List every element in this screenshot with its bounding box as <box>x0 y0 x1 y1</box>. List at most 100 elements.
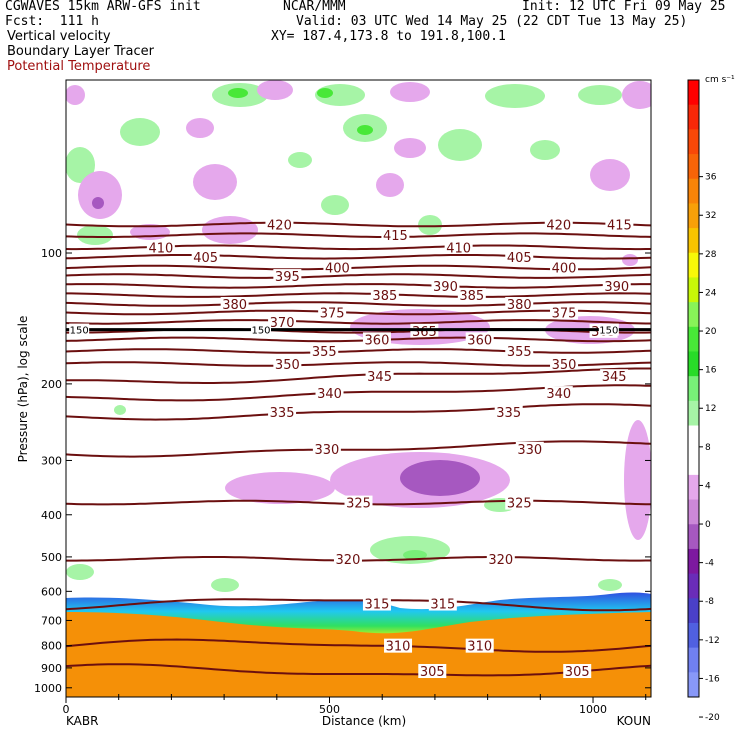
colorbar-tick-label: 4 <box>705 481 711 491</box>
isentrope-label: 375 <box>320 306 345 321</box>
downdraft-region <box>66 85 85 105</box>
colorbar-tick-label: 32 <box>705 211 716 221</box>
isentrope-label: 395 <box>275 270 300 285</box>
isentrope-line <box>66 440 651 458</box>
x-tick-label: 500 <box>319 703 340 716</box>
field-label-vertical-velocity: Vertical velocity <box>7 29 111 44</box>
isentrope-label-bg <box>550 305 579 320</box>
downdraft-region <box>186 118 214 138</box>
isentrope-line <box>66 232 651 238</box>
isentrope-label-bg <box>563 664 592 679</box>
colorbar-swatch <box>688 351 699 377</box>
isentrope-label: 420 <box>546 219 571 234</box>
isentrope-label: 350 <box>275 358 300 373</box>
isentrope-line <box>66 348 651 354</box>
isentrope-label-bg <box>333 551 362 566</box>
isentrope-label: 345 <box>367 370 392 385</box>
y-tick-label: 500 <box>41 551 62 564</box>
field-label-boundary-layer-tracer: Boundary Layer Tracer <box>7 44 154 59</box>
updraft-region <box>288 152 312 168</box>
isentrope-label-bg <box>505 297 534 312</box>
isentrope-line <box>66 254 651 260</box>
isentrope-label: 320 <box>488 553 513 568</box>
colorbar-unit: cm s⁻¹ <box>705 75 735 85</box>
isentrope-label: 340 <box>546 387 571 402</box>
isentrope-label-bg <box>273 269 302 284</box>
updraft-region <box>485 84 545 108</box>
isentrope-label: 400 <box>325 262 350 277</box>
isentrope-label-bg <box>362 332 391 347</box>
y-tick-label: 900 <box>41 662 62 675</box>
tropopause-label-bg <box>598 323 619 336</box>
isentrope-label: 310 <box>467 640 492 655</box>
right-station-label: KOUN <box>617 714 651 728</box>
colorbar-swatch <box>688 302 699 328</box>
isentrope-label-bg <box>268 314 297 329</box>
isentrope-line <box>66 301 651 307</box>
isentrope-label: 410 <box>446 241 471 256</box>
isentrope-label: 330 <box>517 443 542 458</box>
isentrope-label: 420 <box>267 219 292 234</box>
y-tick-label: 100 <box>41 247 62 260</box>
colorbar-swatch <box>688 499 699 525</box>
colorbar-tick-label: -20 <box>705 713 720 723</box>
colorbar-tick-label: 24 <box>705 288 717 298</box>
plot-frame <box>65 79 652 698</box>
colorbar-tick-label: 8 <box>705 443 711 453</box>
y-tick-label: 400 <box>41 509 62 522</box>
tropopause-label: 150 <box>599 326 618 337</box>
y-tick-label: 600 <box>41 585 62 598</box>
isentrope-label-bg <box>220 297 249 312</box>
isentrope-label: 310 <box>386 640 411 655</box>
isentrope-label-bg <box>550 356 579 371</box>
y-tick-label: 300 <box>41 454 62 467</box>
isentrope-label-bg <box>494 404 523 419</box>
downdraft-region <box>622 81 651 109</box>
isentrope-label: 355 <box>312 345 337 360</box>
isentrope-line <box>66 598 651 612</box>
colorbar-swatch <box>688 573 699 599</box>
colorbar-tick-label: -12 <box>705 636 720 646</box>
isentrope-label-bg <box>344 495 373 510</box>
downdraft-region <box>257 80 293 100</box>
isentrope-label-bg <box>418 664 447 679</box>
colorbar-swatch <box>688 474 699 501</box>
colorbar-swatch <box>688 622 699 649</box>
isentrope-label-bg <box>315 386 344 401</box>
isentrope-label-bg <box>310 343 339 358</box>
y-tick-label: 700 <box>41 614 62 627</box>
isentrope-line <box>66 663 651 677</box>
colorbar-swatch <box>688 252 699 278</box>
cross-section-endpoints: XY= 187.4,173.8 to 191.8,100.1 <box>271 29 506 44</box>
isentrope-label: 355 <box>507 345 532 360</box>
y-axis-label: Pressure (hPa), log scale <box>16 316 30 463</box>
updraft-region <box>211 578 239 592</box>
isentrope-label-bg <box>431 278 460 293</box>
isentrope-label-bg <box>515 441 544 456</box>
isentrope-label-bg <box>273 356 302 371</box>
isentrope-label-bg <box>444 240 473 255</box>
isentrope-label-bg <box>362 596 391 611</box>
downdraft-region <box>400 460 480 496</box>
updraft-core <box>357 125 373 135</box>
colorbar-swatch <box>688 376 699 402</box>
isentrope-label-bg <box>146 240 175 255</box>
updraft-region <box>598 579 622 591</box>
isentrope-label-bg <box>605 217 634 232</box>
downdraft-region <box>390 82 430 102</box>
isentrope-label: 405 <box>193 251 218 266</box>
colorbar-swatch <box>688 203 699 229</box>
updraft-region <box>438 129 482 161</box>
updraft-region <box>114 405 126 415</box>
isentrope-label-bg <box>465 638 494 653</box>
isentrope-line <box>66 283 651 289</box>
downdraft-region <box>202 216 258 244</box>
isentrope-label-bg <box>505 495 534 510</box>
colorbar-swatch <box>688 450 699 476</box>
isentrope-label: 360 <box>365 333 390 348</box>
colorbar-tick-label: 28 <box>705 250 717 260</box>
isentrope-label: 350 <box>552 358 577 373</box>
isentrope-label: 305 <box>565 665 590 680</box>
isentrope-label-bg <box>318 305 347 320</box>
updraft-core <box>317 88 333 98</box>
